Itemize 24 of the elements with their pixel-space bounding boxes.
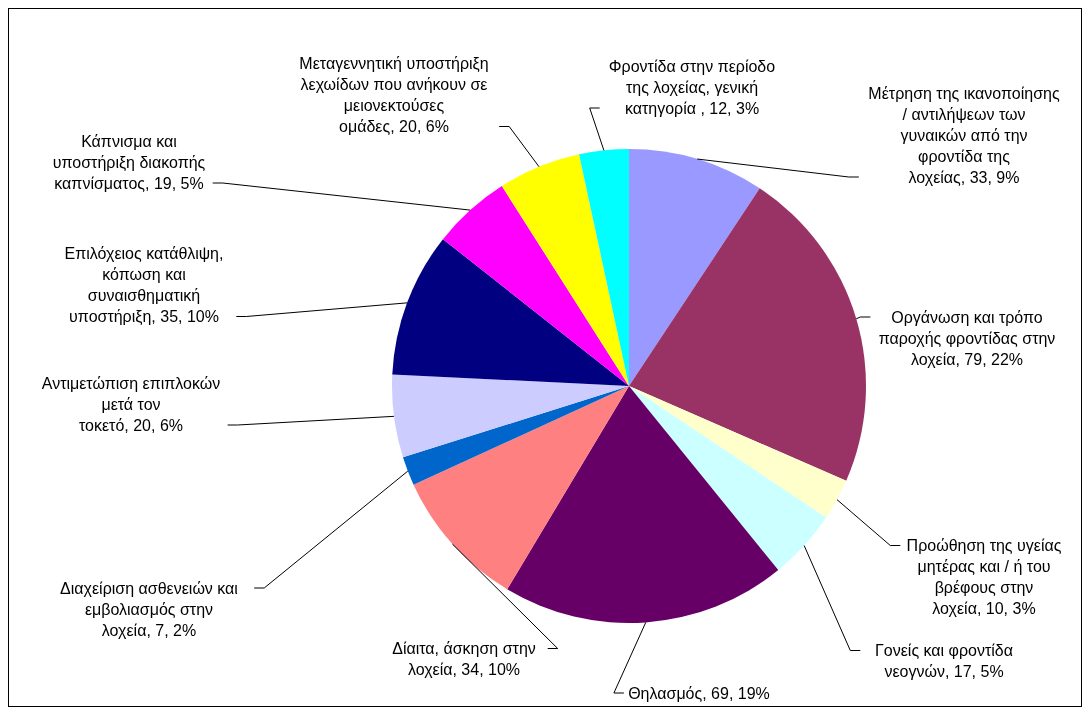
- pie-slice: [402, 386, 629, 485]
- slice-label: Επιλόχειος κατάθλιψη, κόπωση και συναισθηματική υποστήριξη, 35, 10%: [64, 245, 224, 326]
- slice-label: Οργάνωση και τρόπο παροχής φροντίδας στην λοχεία, 79, 22%: [878, 308, 1056, 368]
- slice-label: Μέτρηση της ικανοποίησης / αντιλήψεων των γυναικών από την φροντίδα της λοχείας, 33, 9%: [868, 84, 1060, 186]
- pie-slice: [501, 154, 629, 386]
- pie-slice: [413, 386, 629, 590]
- pie-slice: [579, 149, 629, 386]
- slice-label: Διαχείριση ασθενειών και εμβολιασμός στην λοχεία, 7, 2%: [60, 579, 239, 639]
- slice-label: Φροντίδα στην περίοδο της λοχείας, γενική κατηγορία , 12, 3%: [608, 57, 776, 117]
- pie-slice: [507, 386, 779, 623]
- pie-slice: [629, 188, 866, 481]
- slice-label: Αντιμετώπιση επιπλοκών μετά τον τοκετό, 20, 6%: [41, 374, 221, 434]
- pie-slice: [629, 149, 760, 386]
- slice-label: Γονείς και φροντίδα νεογνών, 17, 5%: [874, 642, 1014, 680]
- slice-label: Μεταγεννητική υποστήριξη λεχωίδων που ανήκουν σε μειονεκτούσες ομάδες, 20, 6%: [299, 55, 489, 135]
- slice-label: Κάπνισμα και υποστήριξη διακοπής καπνίσματος, 19, 5%: [52, 132, 206, 192]
- pie-slice: [392, 374, 629, 458]
- slice-label: Δίαιτα, άσκηση στην λοχεία, 34, 10%: [392, 640, 536, 678]
- slice-label: Θηλασμός, 69, 19%: [628, 684, 770, 702]
- pie-slice: [629, 386, 847, 518]
- pie-slice: [629, 386, 827, 571]
- slice-label: Προώθηση της υγείας μητέρας και / ή του βρέφους στην λοχεία, 10, 3%: [906, 537, 1062, 617]
- pie-slice: [392, 239, 629, 386]
- pie-slice: [442, 186, 629, 386]
